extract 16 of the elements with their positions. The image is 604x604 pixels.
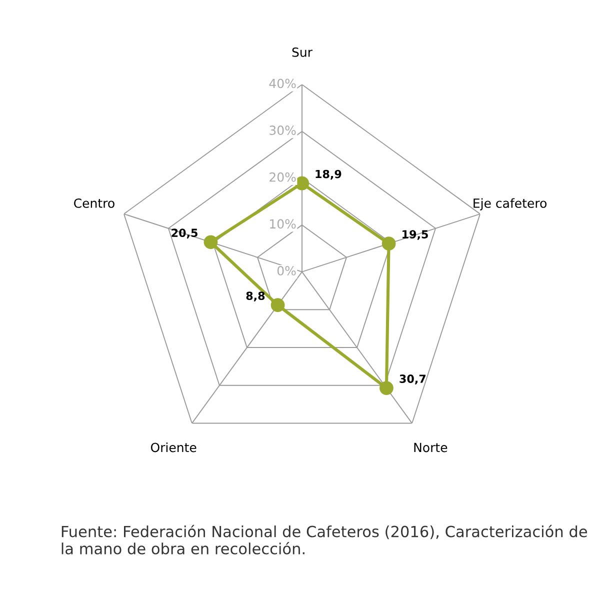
y-tick-label: 40% xyxy=(269,78,296,88)
data-label: 30,7 xyxy=(400,374,426,384)
source-note: Fuente: Federación Nacional de Cafeteros (2016), Caracterización de la mano de obra en recolección. xyxy=(62,524,588,554)
spoke-label: Norte xyxy=(414,442,448,452)
y-tick-label: 20% xyxy=(270,172,296,182)
data-label: 19,5 xyxy=(402,230,428,240)
data-label: 18,9 xyxy=(316,170,342,180)
spoke-label: Centro xyxy=(74,198,114,208)
y-tick-label: 10% xyxy=(270,219,296,229)
spoke-label: Eje cafetero xyxy=(474,198,546,210)
y-tick-label: 0% xyxy=(277,266,296,276)
y-tick-label: 30% xyxy=(270,126,296,135)
spoke-label: Oriente xyxy=(150,442,196,452)
spoke-label: Sur xyxy=(292,47,312,57)
data-label: 8,8 xyxy=(246,292,265,302)
data-label: 20,5 xyxy=(172,228,198,238)
